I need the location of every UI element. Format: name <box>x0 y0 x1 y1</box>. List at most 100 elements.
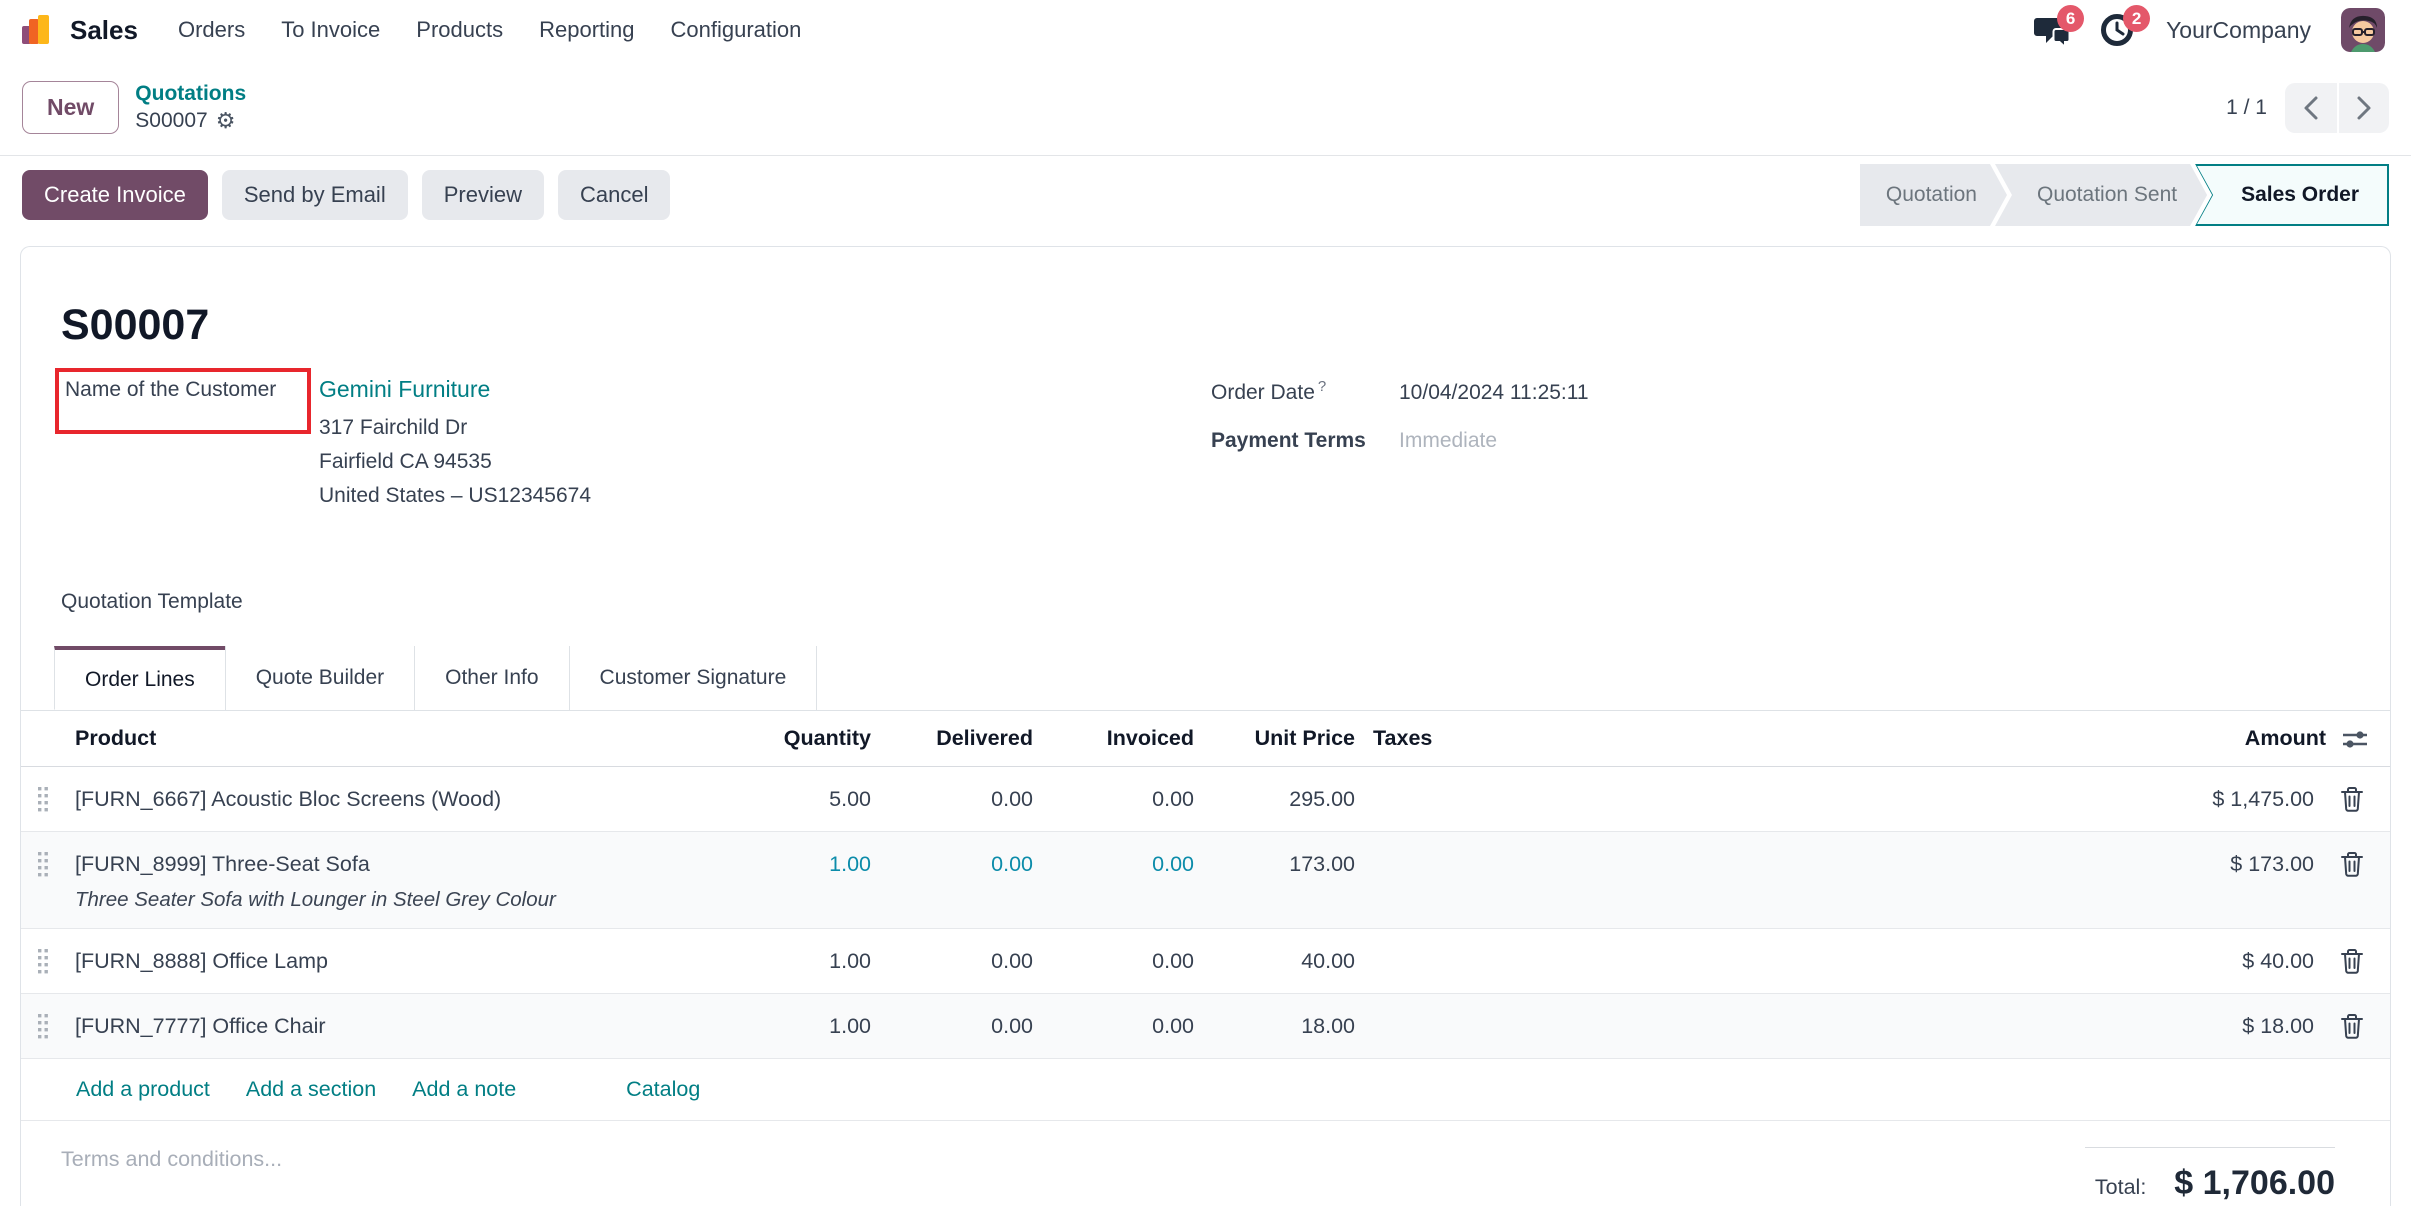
user-avatar[interactable] <box>2341 8 2385 52</box>
order-line-row[interactable]: [FURN_8999] Three-Seat Sofa Three Seater… <box>21 832 2390 929</box>
pager-next-button[interactable] <box>2337 82 2389 133</box>
product-name[interactable]: [FURN_8888] Office Lamp <box>75 948 328 973</box>
invoiced-value[interactable]: 0.00 <box>1152 851 1194 876</box>
delivered-value[interactable]: 0.00 <box>991 1013 1033 1038</box>
company-switcher[interactable]: YourCompany <box>2166 16 2311 43</box>
drag-handle-icon[interactable] <box>21 767 65 831</box>
col-unit-price[interactable]: Unit Price <box>1254 726 1355 750</box>
customer-address: 317 Fairchild Dr Fairfield CA 94535 Unit… <box>319 411 1211 513</box>
col-taxes[interactable]: Taxes <box>1373 726 1433 750</box>
order-lines-header: Product Quantity Delivered Invoiced Unit… <box>21 711 2390 767</box>
invoiced-value[interactable]: 0.00 <box>1152 1013 1194 1038</box>
customer-name-link[interactable]: Gemini Furniture <box>319 376 491 402</box>
breadcrumb-current-record: S00007 <box>135 108 208 132</box>
delete-row-icon[interactable] <box>2314 832 2390 896</box>
invoiced-value[interactable]: 0.00 <box>1152 948 1194 973</box>
divider <box>0 155 2411 156</box>
order-date-label: Order Date? <box>1211 378 1327 404</box>
send-by-email-button[interactable]: Send by Email <box>221 170 408 220</box>
cancel-button[interactable]: Cancel <box>557 170 671 220</box>
product-description[interactable]: Three Seater Sofa with Lounger in Steel … <box>75 888 556 911</box>
tab-order-lines[interactable]: Order Lines <box>54 646 226 710</box>
unit-price-value[interactable]: 40.00 <box>1301 948 1355 973</box>
delivered-value[interactable]: 0.00 <box>991 786 1033 811</box>
quotation-template-label[interactable]: Quotation Template <box>61 590 243 613</box>
top-navbar: Sales Orders To Invoice Products Reporti… <box>0 0 2411 60</box>
nav-item-to-invoice[interactable]: To Invoice <box>281 17 381 42</box>
app-brand[interactable]: Sales <box>20 12 138 48</box>
order-line-row[interactable]: [FURN_8888] Office Lamp 1.00 0.00 0.00 4… <box>21 929 2390 994</box>
order-line-row[interactable]: [FURN_7777] Office Chair 1.00 0.00 0.00 … <box>21 994 2390 1059</box>
record-title[interactable]: S00007 <box>61 301 210 349</box>
product-name[interactable]: [FURN_7777] Office Chair <box>75 1013 326 1038</box>
breadcrumb-quotations-link[interactable]: Quotations <box>135 81 247 105</box>
notebook-tabs: Order Lines Quote Builder Other Info Cus… <box>21 646 2390 711</box>
col-quantity[interactable]: Quantity <box>783 726 871 750</box>
nav-item-configuration[interactable]: Configuration <box>670 17 802 42</box>
catalog-link[interactable]: Catalog <box>626 1077 701 1101</box>
col-invoiced[interactable]: Invoiced <box>1106 726 1194 750</box>
payment-terms-value[interactable]: Immediate <box>1399 429 1498 452</box>
unit-price-value[interactable]: 18.00 <box>1301 1013 1355 1038</box>
amount-value: $ 40.00 <box>2242 948 2314 973</box>
preview-button[interactable]: Preview <box>421 170 544 220</box>
nav-item-products[interactable]: Products <box>416 17 504 42</box>
delivered-value[interactable]: 0.00 <box>991 948 1033 973</box>
payment-terms-label: Payment Terms <box>1211 429 1366 452</box>
address-line: 317 Fairchild Dr <box>319 416 468 439</box>
quantity-value[interactable]: 5.00 <box>829 786 871 811</box>
drag-handle-icon[interactable] <box>21 929 65 993</box>
create-invoice-button[interactable]: Create Invoice <box>22 170 208 220</box>
status-step-quotation-sent[interactable]: Quotation Sent <box>1995 164 2207 226</box>
delete-row-icon[interactable] <box>2314 767 2390 831</box>
control-panel: New Quotations S00007 ⚙ 1 / 1 <box>0 60 2411 155</box>
address-line: United States – US12345674 <box>319 484 592 507</box>
breadcrumb: Quotations S00007 ⚙ <box>135 81 246 135</box>
delivered-value[interactable]: 0.00 <box>991 851 1033 876</box>
status-step-sales-order[interactable]: Sales Order <box>2195 164 2389 226</box>
quantity-value[interactable]: 1.00 <box>829 1013 871 1038</box>
order-date-value[interactable]: 10/04/2024 11:25:11 <box>1399 381 1589 404</box>
new-button[interactable]: New <box>22 81 120 134</box>
drag-handle-icon[interactable] <box>21 832 65 896</box>
form-statusbar: Create Invoice Send by Email Preview Can… <box>0 156 2411 234</box>
optional-columns-icon[interactable] <box>2342 727 2368 751</box>
add-a-product-link[interactable]: Add a product <box>76 1077 210 1101</box>
messages-menu[interactable]: 6 <box>2034 5 2085 47</box>
drag-handle-icon[interactable] <box>21 994 65 1058</box>
order-line-row[interactable]: [FURN_6667] Acoustic Bloc Screens (Wood)… <box>21 767 2390 832</box>
tab-quote-builder[interactable]: Quote Builder <box>224 646 416 710</box>
messages-badge: 6 <box>2057 5 2085 32</box>
activities-badge: 2 <box>2123 5 2151 32</box>
unit-price-value[interactable]: 295.00 <box>1289 786 1355 811</box>
add-a-note-link[interactable]: Add a note <box>412 1077 517 1101</box>
order-lines-footer: Add a product Add a section Add a note C… <box>21 1059 2390 1121</box>
pager-previous-button[interactable] <box>2285 83 2337 133</box>
delete-row-icon[interactable] <box>2314 994 2390 1058</box>
product-name[interactable]: [FURN_8999] Three-Seat Sofa <box>75 851 370 876</box>
quantity-value[interactable]: 1.00 <box>829 851 871 876</box>
col-delivered[interactable]: Delivered <box>936 726 1033 750</box>
nav-item-orders[interactable]: Orders <box>177 17 246 42</box>
invoiced-value[interactable]: 0.00 <box>1152 786 1194 811</box>
total-label: Total: <box>2094 1175 2147 1199</box>
quantity-value[interactable]: 1.00 <box>829 948 871 973</box>
tab-other-info[interactable]: Other Info <box>414 646 570 710</box>
add-a-section-link[interactable]: Add a section <box>245 1077 377 1101</box>
nav-menus: Orders To Invoice Products Reporting Con… <box>178 17 801 43</box>
activities-menu[interactable]: 2 <box>2100 5 2151 47</box>
unit-price-value[interactable]: 173.00 <box>1289 851 1355 876</box>
status-pipeline: Quotation Quotation Sent Sales Order <box>1860 164 2389 226</box>
delete-row-icon[interactable] <box>2314 929 2390 993</box>
product-name[interactable]: [FURN_6667] Acoustic Bloc Screens (Wood) <box>75 786 502 811</box>
totals-block: Total: $ 1,706.00 <box>2035 1147 2335 1203</box>
gear-icon[interactable]: ⚙ <box>215 107 236 133</box>
form-sheet: S00007 Name of the Customer Gemini Furni… <box>20 246 2391 1206</box>
col-product[interactable]: Product <box>75 726 157 750</box>
tab-customer-signature[interactable]: Customer Signature <box>568 646 818 710</box>
terms-and-conditions-input[interactable]: Terms and conditions... <box>61 1147 283 1171</box>
nav-item-reporting[interactable]: Reporting <box>539 17 635 42</box>
col-amount[interactable]: Amount <box>2244 726 2326 750</box>
app-name[interactable]: Sales <box>70 14 138 45</box>
status-step-quotation[interactable]: Quotation <box>1860 164 2007 226</box>
